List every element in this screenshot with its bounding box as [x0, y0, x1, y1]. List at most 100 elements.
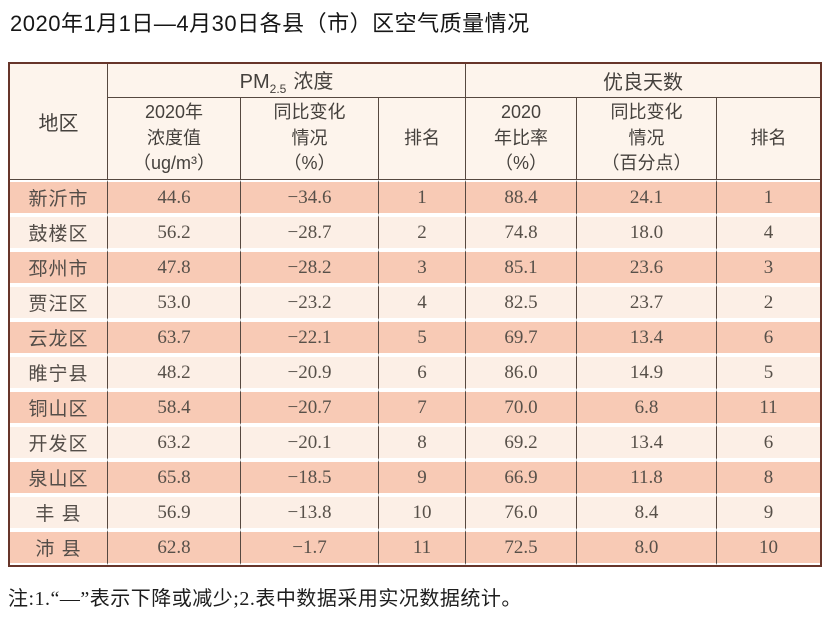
value-cell: 44.6 — [108, 180, 241, 215]
col-header-good-ratio: 2020 年比率 （%） — [466, 98, 577, 180]
value-cell: 48.2 — [108, 355, 241, 390]
value-cell: 63.2 — [108, 425, 241, 460]
value-cell: −28.2 — [241, 250, 379, 285]
value-cell: 5 — [717, 355, 821, 390]
value-cell: 74.8 — [466, 215, 577, 250]
value-cell: 9 — [717, 495, 821, 530]
table-header: 地区 PM2.5 浓度 优良天数 2020年 浓度值 （ug/m³） 同比变化 情… — [10, 64, 821, 180]
region-cell: 云龙区 — [10, 320, 108, 355]
value-cell: 76.0 — [466, 495, 577, 530]
value-cell: −1.7 — [241, 530, 379, 565]
table-row: 沛 县 62.8 −1.7 11 72.5 8.0 10 — [10, 530, 821, 565]
value-cell: 11.8 — [577, 460, 717, 495]
value-cell: 70.0 — [466, 390, 577, 425]
value-cell: 13.4 — [577, 425, 717, 460]
value-cell: 63.7 — [108, 320, 241, 355]
value-cell: 8.0 — [577, 530, 717, 565]
table-row: 泉山区 65.8 −18.5 9 66.9 11.8 8 — [10, 460, 821, 495]
value-cell: −20.1 — [241, 425, 379, 460]
value-cell: 4 — [717, 215, 821, 250]
value-cell: 3 — [379, 250, 466, 285]
group-header-row: 地区 PM2.5 浓度 优良天数 — [10, 64, 821, 180]
region-cell: 邳州市 — [10, 250, 108, 285]
table-row: 云龙区 63.7 −22.1 5 69.7 13.4 6 — [10, 320, 821, 355]
col-header-pm-change: 同比变化 情况 （%） — [241, 98, 379, 180]
value-cell: 2 — [379, 215, 466, 250]
region-cell: 沛 县 — [10, 530, 108, 565]
value-cell: 9 — [379, 460, 466, 495]
value-cell: −20.9 — [241, 355, 379, 390]
value-cell: 69.7 — [466, 320, 577, 355]
value-cell: 24.1 — [577, 180, 717, 215]
region-cell: 丰 县 — [10, 495, 108, 530]
value-cell: −22.1 — [241, 320, 379, 355]
value-cell: 18.0 — [577, 215, 717, 250]
table-row: 铜山区 58.4 −20.7 7 70.0 6.8 11 — [10, 390, 821, 425]
region-cell: 贾汪区 — [10, 285, 108, 320]
pm25-label-prefix: PM — [239, 71, 270, 93]
region-cell: 铜山区 — [10, 390, 108, 425]
region-cell: 泉山区 — [10, 460, 108, 495]
air-quality-table: 地区 PM2.5 浓度 优良天数 2020年 浓度值 （ug/m³） 同比变化 情… — [8, 62, 823, 567]
value-cell: 5 — [379, 320, 466, 355]
region-column-header: 地区 — [10, 64, 108, 180]
value-cell: 1 — [717, 180, 821, 215]
region-cell: 睢宁县 — [10, 355, 108, 390]
value-cell: 82.5 — [466, 285, 577, 320]
value-cell: −23.2 — [241, 285, 379, 320]
value-cell: −13.8 — [241, 495, 379, 530]
value-cell: 8 — [717, 460, 821, 495]
value-cell: −34.6 — [241, 180, 379, 215]
value-cell: 11 — [379, 530, 466, 565]
table-row: 新沂市 44.6 −34.6 1 88.4 24.1 1 — [10, 180, 821, 215]
col-header-pm-rank: 排名 — [379, 98, 466, 180]
table-row: 邳州市 47.8 −28.2 3 85.1 23.6 3 — [10, 250, 821, 285]
value-cell: −18.5 — [241, 460, 379, 495]
value-cell: 14.9 — [577, 355, 717, 390]
value-cell: 62.8 — [108, 530, 241, 565]
footnote: 注:1.“—”表示下降或减少;2.表中数据采用实况数据统计。 — [8, 588, 522, 610]
table-body: 新沂市 44.6 −34.6 1 88.4 24.1 1 鼓楼区 56.2 −28.7 2 74.8 1… — [10, 180, 821, 565]
value-cell: 10 — [379, 495, 466, 530]
value-cell: 69.2 — [466, 425, 577, 460]
region-cell: 新沂市 — [10, 180, 108, 215]
sub-header-row: 2020年 浓度值 （ug/m³） 同比变化 情况 （%） 排名 2020 年比… — [10, 98, 821, 180]
table-row: 贾汪区 53.0 −23.2 4 82.5 23.7 2 — [10, 285, 821, 320]
value-cell: 53.0 — [108, 285, 241, 320]
table-row: 鼓楼区 56.2 −28.7 2 74.8 18.0 4 — [10, 215, 821, 250]
value-cell: 2 — [717, 285, 821, 320]
value-cell: 85.1 — [466, 250, 577, 285]
page-title: 2020年1月1日—4月30日各县（市）区空气质量情况 — [10, 11, 530, 36]
value-cell: 10 — [717, 530, 821, 565]
pm25-group-header: PM2.5 浓度 — [108, 64, 466, 98]
value-cell: 11 — [717, 390, 821, 425]
col-header-good-change: 同比变化 情况 （百分点） — [577, 98, 717, 180]
value-cell: 7 — [379, 390, 466, 425]
value-cell: 6 — [717, 425, 821, 460]
col-header-good-rank: 排名 — [717, 98, 821, 180]
value-cell: 6 — [379, 355, 466, 390]
col-header-pm-value: 2020年 浓度值 （ug/m³） — [108, 98, 241, 180]
value-cell: 47.8 — [108, 250, 241, 285]
value-cell: 66.9 — [466, 460, 577, 495]
value-cell: 56.9 — [108, 495, 241, 530]
value-cell: 6.8 — [577, 390, 717, 425]
value-cell: 56.2 — [108, 215, 241, 250]
value-cell: 3 — [717, 250, 821, 285]
value-cell: 86.0 — [466, 355, 577, 390]
value-cell: 23.6 — [577, 250, 717, 285]
value-cell: 4 — [379, 285, 466, 320]
region-cell: 鼓楼区 — [10, 215, 108, 250]
value-cell: 6 — [717, 320, 821, 355]
value-cell: −28.7 — [241, 215, 379, 250]
pm25-label-suffix: 浓度 — [293, 71, 334, 93]
value-cell: −20.7 — [241, 390, 379, 425]
table-row: 丰 县 56.9 −13.8 10 76.0 8.4 9 — [10, 495, 821, 530]
value-cell: 65.8 — [108, 460, 241, 495]
value-cell: 58.4 — [108, 390, 241, 425]
value-cell: 23.7 — [577, 285, 717, 320]
value-cell: 1 — [379, 180, 466, 215]
value-cell: 8 — [379, 425, 466, 460]
table-row: 开发区 63.2 −20.1 8 69.2 13.4 6 — [10, 425, 821, 460]
